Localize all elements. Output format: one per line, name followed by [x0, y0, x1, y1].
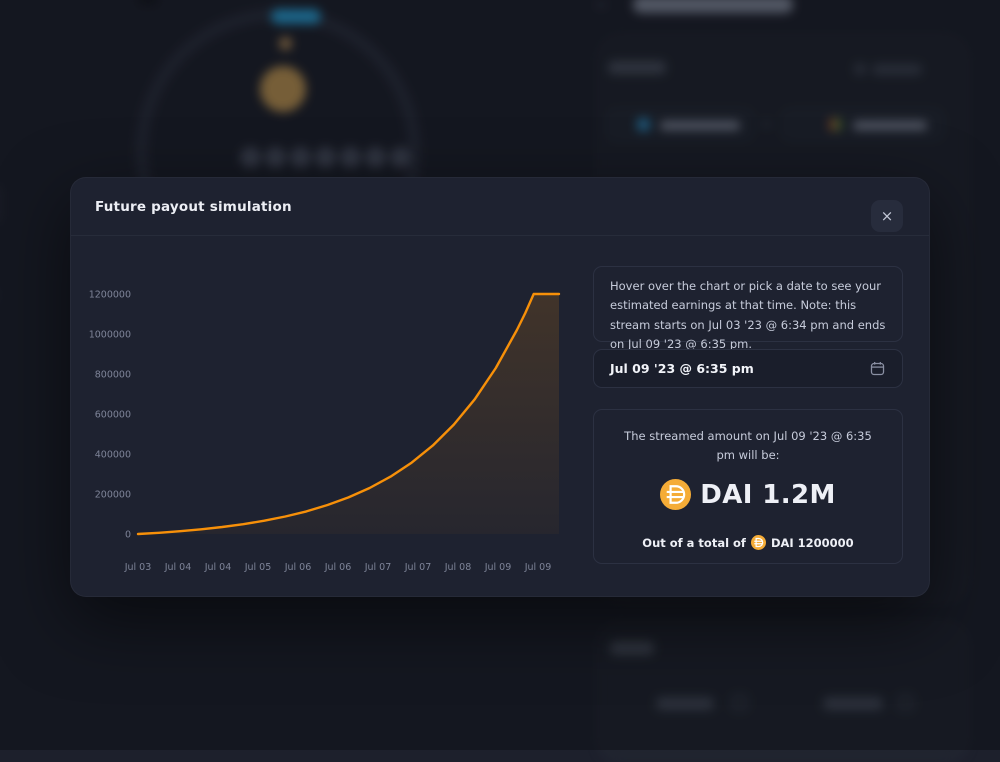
blurred-amount-digit — [265, 147, 286, 168]
blurred-stream-title — [633, 0, 793, 13]
date-picker-input[interactable]: Jul 09 '23 @ 6:35 pm — [593, 349, 903, 388]
streamed-amount-row: DAI 1.2M — [610, 479, 886, 510]
blurred-amount-digit — [315, 147, 336, 168]
future-payout-modal: Future payout simulation × 0 200000 400000… — [70, 177, 930, 597]
blurred-actions-label — [610, 641, 654, 655]
blurred-actions-card — [598, 622, 968, 762]
close-button[interactable]: × — [871, 200, 903, 232]
hint-text: Hover over the chart or pick a date to s… — [610, 279, 886, 351]
blurred-amount-digit — [340, 147, 361, 168]
blurred-amount-digit — [365, 147, 386, 168]
y-tick-label: 1200000 — [89, 290, 131, 301]
blurred-address-text — [660, 121, 740, 130]
blurred-expand-icon — [854, 63, 866, 75]
blurred-chain-icon — [637, 118, 650, 131]
back-arrow-icon: ← — [597, 0, 608, 13]
x-tick-label: Jul 05 — [244, 562, 272, 573]
payout-chart[interactable]: 0 200000 400000 600000 800000 1000000 1200000 J… — [71, 178, 583, 590]
blurred-external-link-icon — [732, 695, 747, 710]
blurred-address-chip-left — [607, 109, 753, 140]
y-tick-label: 0 — [125, 530, 131, 541]
hint-box: Hover over the chart or pick a date to s… — [593, 266, 903, 351]
result-box: The streamed amount on Jul 09 '23 @ 6:35… — [593, 409, 903, 564]
x-tick-label: Jul 03 — [124, 562, 152, 573]
y-tick-label: 600000 — [95, 410, 131, 421]
blurred-link-label — [656, 697, 714, 710]
blurred-address-chip-right — [782, 109, 943, 140]
blurred-amount-digit — [390, 147, 411, 168]
blurred-external-link-icon — [898, 695, 913, 710]
blurred-token-dot — [279, 37, 292, 50]
x-tick-label: Jul 07 — [404, 562, 432, 573]
line-path — [136, 292, 561, 536]
x-tick-label: Jul 04 — [204, 562, 232, 573]
blurred-edge-shape — [138, 0, 158, 5]
blurred-badge — [271, 9, 321, 24]
y-tick-label: 200000 — [95, 490, 131, 501]
x-tick-label: Jul 06 — [324, 562, 352, 573]
blurred-token-logo — [260, 66, 306, 112]
total-prefix: Out of a total of — [642, 535, 746, 550]
arrow-right-icon: → — [760, 117, 771, 132]
modal-title: Future payout simulation — [95, 198, 292, 215]
calendar-icon — [870, 361, 885, 376]
total-row: Out of a total of DAI 1200000 — [610, 535, 886, 550]
x-tick-label: Jul 06 — [284, 562, 312, 573]
y-tick-label: 400000 — [95, 450, 131, 461]
x-tick-label: Jul 08 — [444, 562, 472, 573]
y-tick-label: 800000 — [95, 370, 131, 381]
dai-icon-small — [750, 535, 766, 550]
result-heading: The streamed amount on Jul 09 '23 @ 6:35… — [624, 429, 872, 462]
x-tick-label: Jul 07 — [364, 562, 392, 573]
date-picker-value: Jul 09 '23 @ 6:35 pm — [610, 361, 754, 376]
blurred-address-text — [853, 121, 927, 130]
total-amount: DAI 1200000 — [770, 535, 854, 550]
x-tick-label: Jul 09 — [484, 562, 512, 573]
blurred-edge-shape — [0, 186, 1, 222]
blurred-expand-label — [872, 64, 922, 75]
area-fill — [138, 294, 559, 534]
blurred-amount-digit — [240, 147, 261, 168]
x-tick-label: Jul 09 — [524, 562, 552, 573]
blurred-amount-digit — [290, 147, 311, 168]
streamed-amount: DAI 1.2M — [700, 479, 836, 510]
modal-header: Future payout simulation — [71, 178, 929, 236]
blurred-token-icon — [829, 118, 842, 131]
x-tick-label: Jul 04 — [164, 562, 192, 573]
y-tick-label: 1000000 — [89, 330, 131, 341]
dai-icon — [660, 479, 692, 510]
blurred-link-label — [823, 697, 883, 710]
blurred-attributes-label — [608, 61, 666, 74]
